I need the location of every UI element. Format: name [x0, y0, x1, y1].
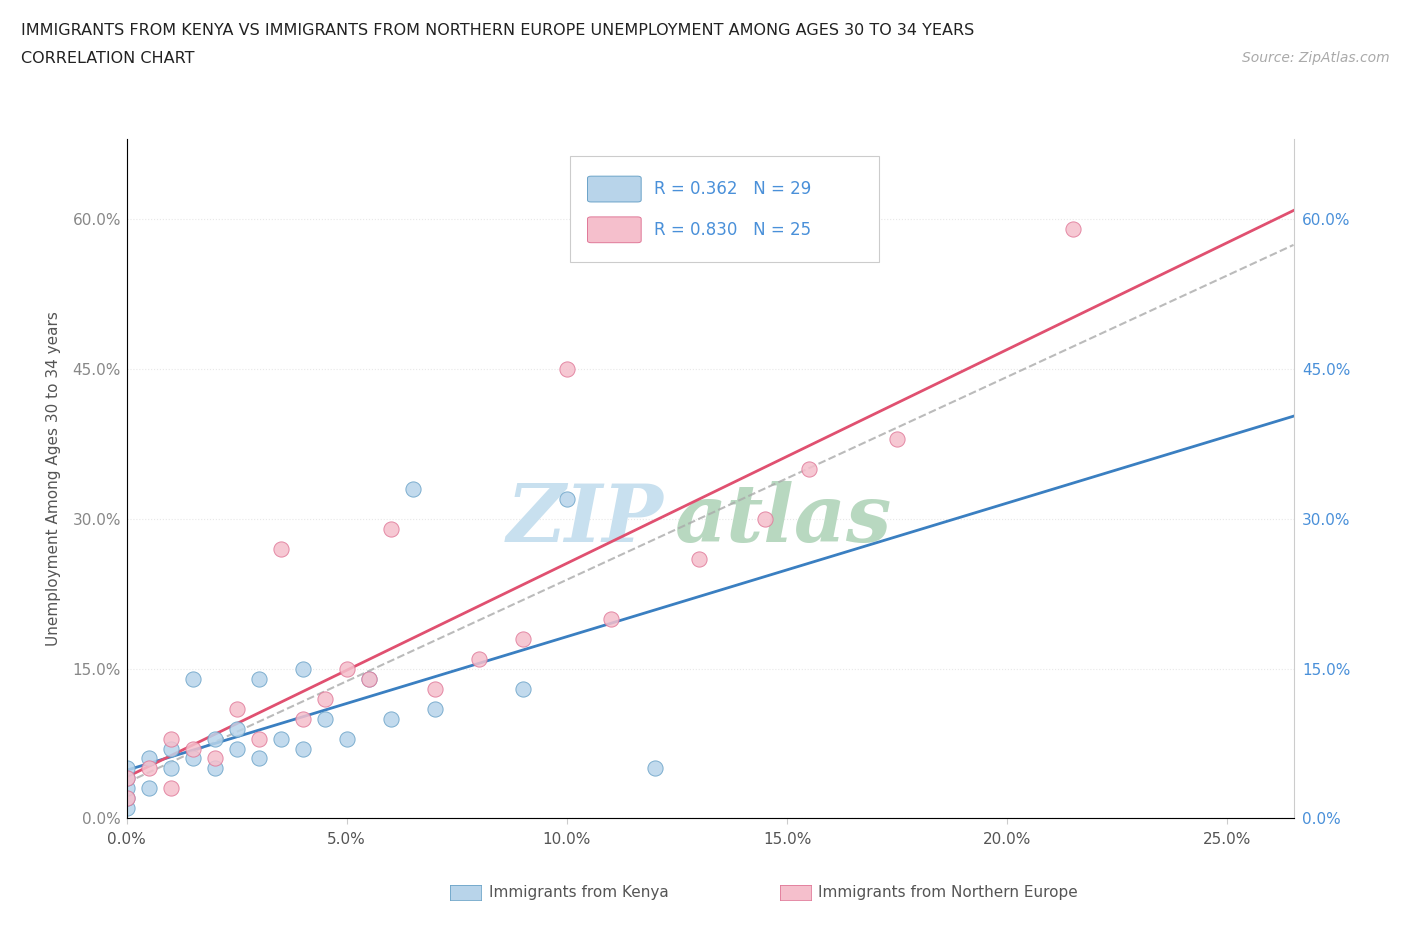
Point [115, 771, 138, 786]
Text: IMMIGRANTS FROM KENYA VS IMMIGRANTS FROM NORTHERN EUROPE UNEMPLOYMENT AMONG AGES: IMMIGRANTS FROM KENYA VS IMMIGRANTS FROM… [21, 23, 974, 38]
Point [138, 751, 160, 766]
Point [644, 761, 666, 776]
Point [270, 541, 292, 556]
Point [204, 751, 226, 766]
Point [115, 771, 138, 786]
Point [181, 751, 204, 766]
Point [247, 751, 270, 766]
Point [159, 741, 181, 756]
Text: CORRELATION CHART: CORRELATION CHART [21, 51, 194, 66]
Point [181, 741, 204, 756]
Point [402, 482, 425, 497]
Point [468, 651, 491, 666]
FancyBboxPatch shape [588, 176, 641, 202]
Point [512, 681, 534, 696]
Point [270, 731, 292, 746]
Point [423, 701, 446, 716]
Point [291, 741, 314, 756]
Y-axis label: Unemployment Among Ages 30 to 34 years: Unemployment Among Ages 30 to 34 years [46, 312, 62, 646]
Point [512, 631, 534, 646]
Point [181, 671, 204, 686]
Point [380, 711, 402, 726]
Point [159, 731, 181, 746]
Point [115, 801, 138, 816]
Point [1062, 222, 1084, 237]
Point [555, 491, 578, 506]
Point [380, 522, 402, 537]
Point [555, 362, 578, 377]
Point [225, 741, 247, 756]
Point [204, 731, 226, 746]
Text: Immigrants from Northern Europe: Immigrants from Northern Europe [818, 885, 1078, 900]
Point [357, 671, 380, 686]
Point [291, 711, 314, 726]
Point [314, 691, 336, 706]
Text: Immigrants from Kenya: Immigrants from Kenya [489, 885, 669, 900]
Point [115, 791, 138, 806]
Text: R = 0.362   N = 29: R = 0.362 N = 29 [654, 180, 811, 198]
Point [797, 461, 820, 476]
Point [600, 611, 623, 626]
Point [247, 671, 270, 686]
FancyBboxPatch shape [569, 156, 879, 261]
Point [336, 731, 359, 746]
Text: atlas: atlas [675, 481, 893, 558]
Point [115, 761, 138, 776]
Point [225, 701, 247, 716]
Point [754, 512, 776, 526]
Text: ZIP: ZIP [506, 481, 664, 558]
Point [314, 711, 336, 726]
Point [247, 731, 270, 746]
Point [138, 761, 160, 776]
FancyBboxPatch shape [588, 217, 641, 243]
Point [225, 721, 247, 736]
Point [159, 781, 181, 796]
Point [688, 551, 710, 566]
Point [204, 761, 226, 776]
Point [115, 781, 138, 796]
Point [138, 781, 160, 796]
Point [159, 761, 181, 776]
Point [357, 671, 380, 686]
Point [423, 681, 446, 696]
Point [115, 791, 138, 806]
Text: R = 0.830   N = 25: R = 0.830 N = 25 [654, 220, 811, 239]
Text: Source: ZipAtlas.com: Source: ZipAtlas.com [1241, 51, 1389, 65]
Point [291, 661, 314, 676]
Point [886, 432, 908, 446]
Point [336, 661, 359, 676]
